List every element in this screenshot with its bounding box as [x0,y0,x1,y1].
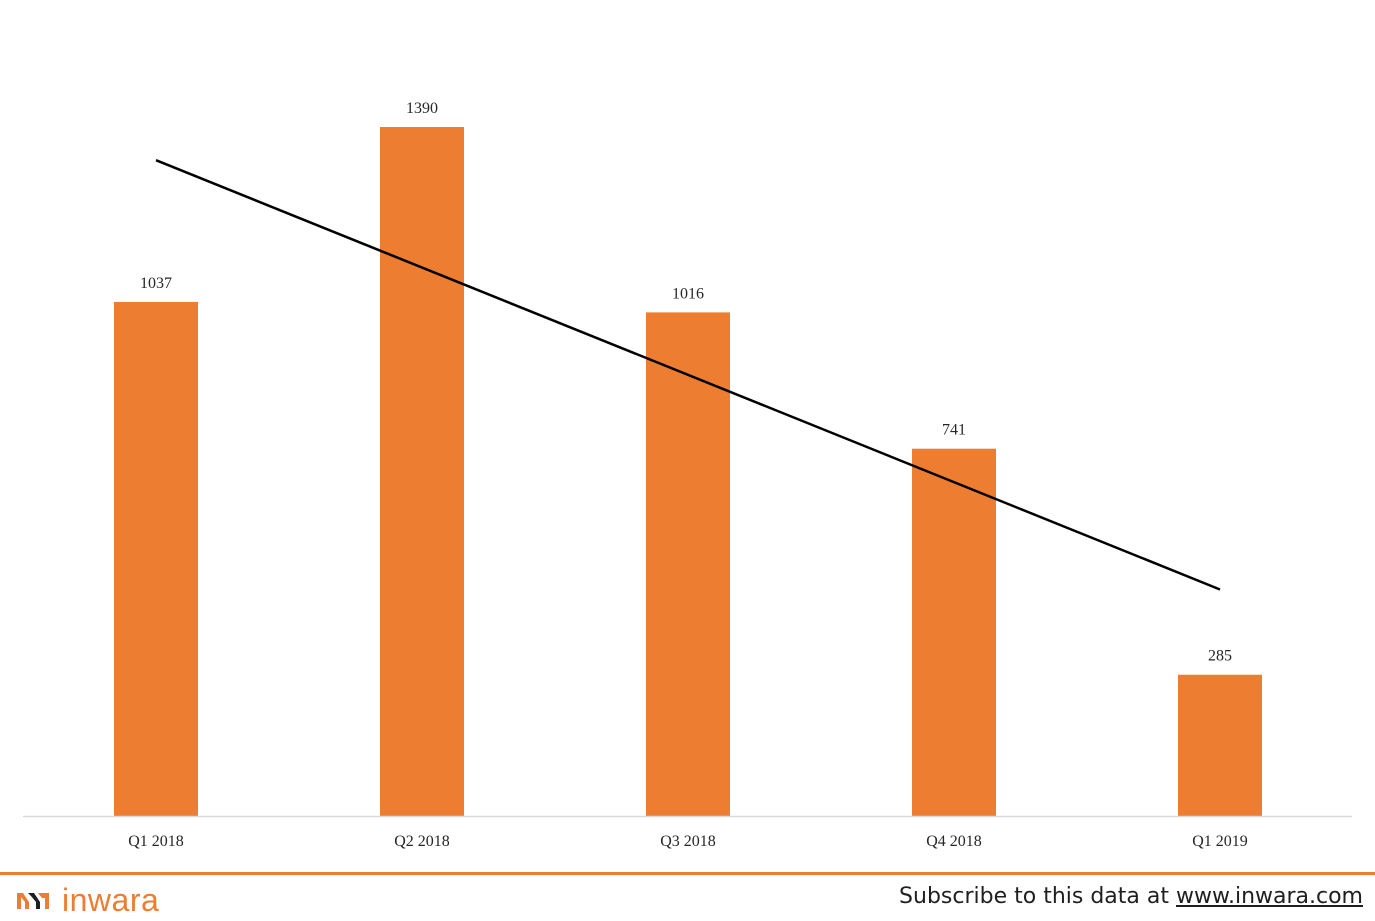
bars-layer [114,127,1262,816]
x-tick-labels: Q1 2018 Q2 2018 Q3 2018 Q4 2018 Q1 2019 [128,833,1248,850]
subscribe-link[interactable]: www.inwara.com [1176,884,1363,909]
bar-q1-2019 [1178,674,1262,816]
brand-logo[interactable]: inwara [16,884,159,916]
bar-q3-2018 [646,312,730,816]
data-label: 285 [1208,648,1232,665]
x-tick-label: Q1 2019 [1192,833,1248,850]
trendline-layer [155,159,1221,591]
footer: inwara Subscribe to this data at www.inw… [0,875,1375,921]
data-label: 1390 [406,100,438,117]
footer-divider [0,872,1375,875]
trendline [155,159,1221,591]
chart-area: 1037 1390 1016 741 285 Q1 2018 Q2 2018 Q3 2018… [23,100,1352,850]
x-tick-label: Q2 2018 [394,833,450,850]
x-tick-label: Q4 2018 [926,833,982,850]
data-label: 1016 [672,285,704,302]
brand-name: inwara [62,882,160,918]
bar-q1-2018 [114,301,198,816]
data-label: 741 [942,422,966,439]
data-label: 1037 [140,275,172,292]
bar-q4-2018 [912,448,996,816]
x-tick-label: Q1 2018 [128,833,184,850]
bar-q2-2018 [380,127,464,816]
x-tick-label: Q3 2018 [660,833,716,850]
subscribe-text: Subscribe to this data at www.inwara.com [899,884,1363,909]
subscribe-prefix: Subscribe to this data at [899,884,1176,909]
inwara-logo-icon [17,893,49,909]
data-labels-layer: 1037 1390 1016 741 285 [140,100,1232,665]
bar-chart: 1037 1390 1016 741 285 Q1 2018 Q2 2018 Q3 2018… [23,100,1352,850]
